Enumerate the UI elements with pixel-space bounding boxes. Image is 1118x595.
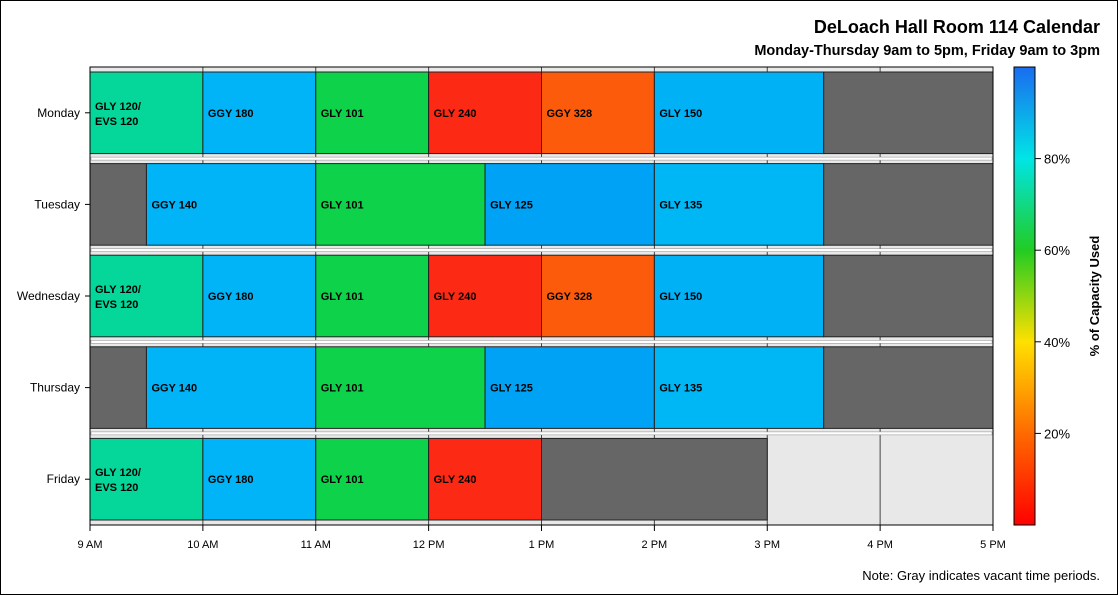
colorbar-tick-label: 40%: [1044, 335, 1070, 350]
segment-label: GGY 140: [151, 383, 197, 395]
x-tick-label: 1 PM: [529, 539, 555, 551]
y-tick-label: Thursday: [30, 381, 80, 395]
plot-area: GLY 120/EVS 120 GGY 180 GLY 101 GLY 240 GGY …: [89, 66, 994, 526]
segment-label: GGY 328: [547, 291, 593, 303]
class-segment: [89, 71, 204, 155]
row-separator: [90, 156, 993, 161]
colorbar-gradient: [1013, 66, 1036, 526]
class-segment: [89, 254, 204, 338]
segment-label: GLY 150: [659, 108, 702, 120]
segment-label: GLY 240: [434, 108, 477, 120]
colorbar-tick-label: 20%: [1044, 426, 1070, 441]
vacant-segment: [823, 346, 994, 429]
segment-label: GGY 140: [151, 199, 197, 211]
segment-label: EVS 120: [95, 116, 138, 128]
x-tick-label: 3 PM: [754, 539, 780, 551]
segment-label: GLY 101: [321, 108, 364, 120]
y-tick-label: Wednesday: [17, 289, 80, 303]
vacant-segment: [823, 254, 994, 338]
x-tick-label: 4 PM: [867, 539, 893, 551]
segment-label: GLY 101: [321, 199, 364, 211]
segment-label: GLY 120/: [95, 467, 141, 479]
segment-label: GLY 135: [659, 383, 702, 395]
segment-label: GLY 101: [321, 291, 364, 303]
segment-label: GLY 101: [321, 474, 364, 486]
segment-label: GGY 180: [208, 108, 254, 120]
colorbar-tick-label: 60%: [1044, 243, 1070, 258]
y-tick-label: Tuesday: [34, 197, 80, 211]
class-segment: [541, 71, 655, 155]
class-segment: [202, 437, 317, 521]
x-tick-label: 11 AM: [301, 539, 331, 551]
colorbar-label: % of Capacity Used: [1087, 236, 1102, 357]
day-row-tuesday: GGY 140 GLY 101 GLY 125 GLY 135: [89, 163, 994, 246]
class-segment: [653, 254, 825, 338]
day-row-monday: GLY 120/EVS 120 GGY 180 GLY 101 GLY 240 GGY …: [89, 71, 994, 155]
class-segment: [428, 71, 542, 155]
row-separator: [90, 248, 993, 252]
day-row-thursday: GGY 140 GLY 101 GLY 125 GLY 135: [89, 346, 994, 429]
segment-label: GLY 120/: [95, 101, 141, 113]
y-tick-label: Friday: [47, 472, 80, 486]
segment-label: GLY 120/: [95, 284, 141, 296]
class-segment: [202, 254, 317, 338]
class-segment: [541, 254, 655, 338]
class-segment: [653, 71, 825, 155]
chart-note: Note: Gray indicates vacant time periods…: [862, 568, 1100, 583]
segment-label: GLY 240: [434, 474, 477, 486]
class-segment: [202, 71, 317, 155]
class-segment: [484, 163, 655, 246]
vacant-segment: [541, 437, 768, 521]
segment-label: GLY 101: [321, 383, 364, 395]
x-tick-label: 9 AM: [77, 539, 102, 551]
class-segment: [315, 437, 430, 521]
x-tick-label: 5 PM: [980, 539, 1006, 551]
vacant-segment: [823, 71, 994, 155]
chart-subtitle: Monday-Thursday 9am to 5pm, Friday 9am t…: [754, 43, 1100, 59]
colorbar-tick-label: 80%: [1044, 152, 1070, 167]
segment-label: GLY 150: [659, 291, 702, 303]
colorbar: 20% 40% 60% 80% % of Capacity Used: [1013, 66, 1102, 526]
class-segment: [145, 346, 317, 429]
class-segment: [315, 71, 430, 155]
vacant-segment: [823, 163, 994, 246]
segment-label: GLY 125: [490, 199, 533, 211]
day-row-wednesday: GLY 120/EVS 120 GGY 180 GLY 101 GLY 240 GGY …: [89, 254, 994, 338]
segment-label: GGY 328: [547, 108, 593, 120]
y-tick-label: Monday: [37, 106, 80, 120]
class-segment: [145, 163, 317, 246]
segment-label: GGY 180: [208, 291, 254, 303]
x-axis: 9 AM 10 AM 11 AM 12 PM 1 PM 2 PM 3 PM 4 PM 5 PM: [77, 525, 1006, 551]
class-segment: [315, 254, 430, 338]
class-segment: [428, 437, 542, 521]
segment-label: EVS 120: [95, 482, 138, 494]
x-tick-label: 10 AM: [187, 539, 218, 551]
segment-label: GLY 240: [434, 291, 477, 303]
segment-label: GLY 135: [659, 199, 702, 211]
class-segment: [315, 346, 486, 429]
x-tick-label: 12 PM: [413, 539, 445, 551]
class-segment: [653, 346, 825, 429]
chart-title: DeLoach Hall Room 114 Calendar: [814, 17, 1100, 37]
segment-label: EVS 120: [95, 299, 138, 311]
row-separator: [90, 431, 993, 436]
segment-label: GGY 180: [208, 474, 254, 486]
segment-label: GLY 125: [490, 383, 533, 395]
row-separator: [90, 340, 993, 344]
vacant-segment: [89, 346, 147, 429]
vacant-segment: [89, 163, 147, 246]
day-row-friday: GLY 120/EVS 120 GGY 180 GLY 101 GLY 240: [89, 437, 768, 521]
class-segment: [315, 163, 486, 246]
y-axis: Monday Tuesday Wednesday Thursday Friday: [17, 106, 90, 486]
x-tick-label: 2 PM: [642, 539, 668, 551]
class-segment: [428, 254, 542, 338]
